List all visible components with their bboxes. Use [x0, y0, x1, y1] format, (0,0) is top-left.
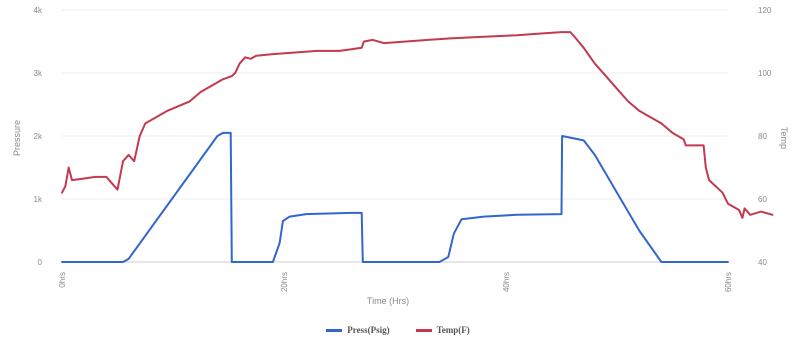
legend-swatch-temp	[415, 328, 432, 332]
series-line-temp-f	[61, 31, 774, 219]
grid	[62, 9, 728, 263]
right-tick-label: 60	[758, 195, 767, 204]
right-tick-label: 120	[758, 6, 772, 15]
x-tick-label: 60hrs	[724, 272, 733, 292]
left-axis-title: Pressure	[12, 120, 22, 156]
legend-swatch-press	[326, 328, 343, 332]
left-tick-label: 3k	[34, 69, 43, 78]
axes: 0 1k 2k 3k 4k 40 60 80 100 120 0hrs 20hrs 40hrs 60hrs	[34, 6, 772, 292]
legend-label-press: Press(Psig)	[347, 325, 390, 335]
series-line-press-psig	[61, 131, 729, 263]
x-tick-label: 0hrs	[58, 272, 67, 288]
right-tick-label: 40	[758, 258, 767, 267]
x-axis-title: Time (Hrs)	[367, 296, 409, 306]
legend-item-press[interactable]: Press(Psig)	[326, 325, 390, 335]
x-tick-label: 40hrs	[502, 272, 511, 292]
legend-label-temp: Temp(F)	[436, 325, 470, 335]
right-tick-label: 100	[758, 69, 772, 78]
series-lines	[61, 31, 774, 263]
legend: Press(Psig) Temp(F)	[0, 325, 796, 335]
left-tick-label: 1k	[34, 195, 43, 204]
right-tick-label: 80	[758, 132, 767, 141]
left-tick-label: 4k	[34, 6, 43, 15]
x-tick-label: 20hrs	[280, 272, 289, 292]
left-tick-label: 2k	[34, 132, 43, 141]
left-tick-label: 0	[38, 258, 43, 267]
right-axis-title: Temp	[779, 127, 789, 149]
legend-item-temp[interactable]: Temp(F)	[415, 325, 470, 335]
